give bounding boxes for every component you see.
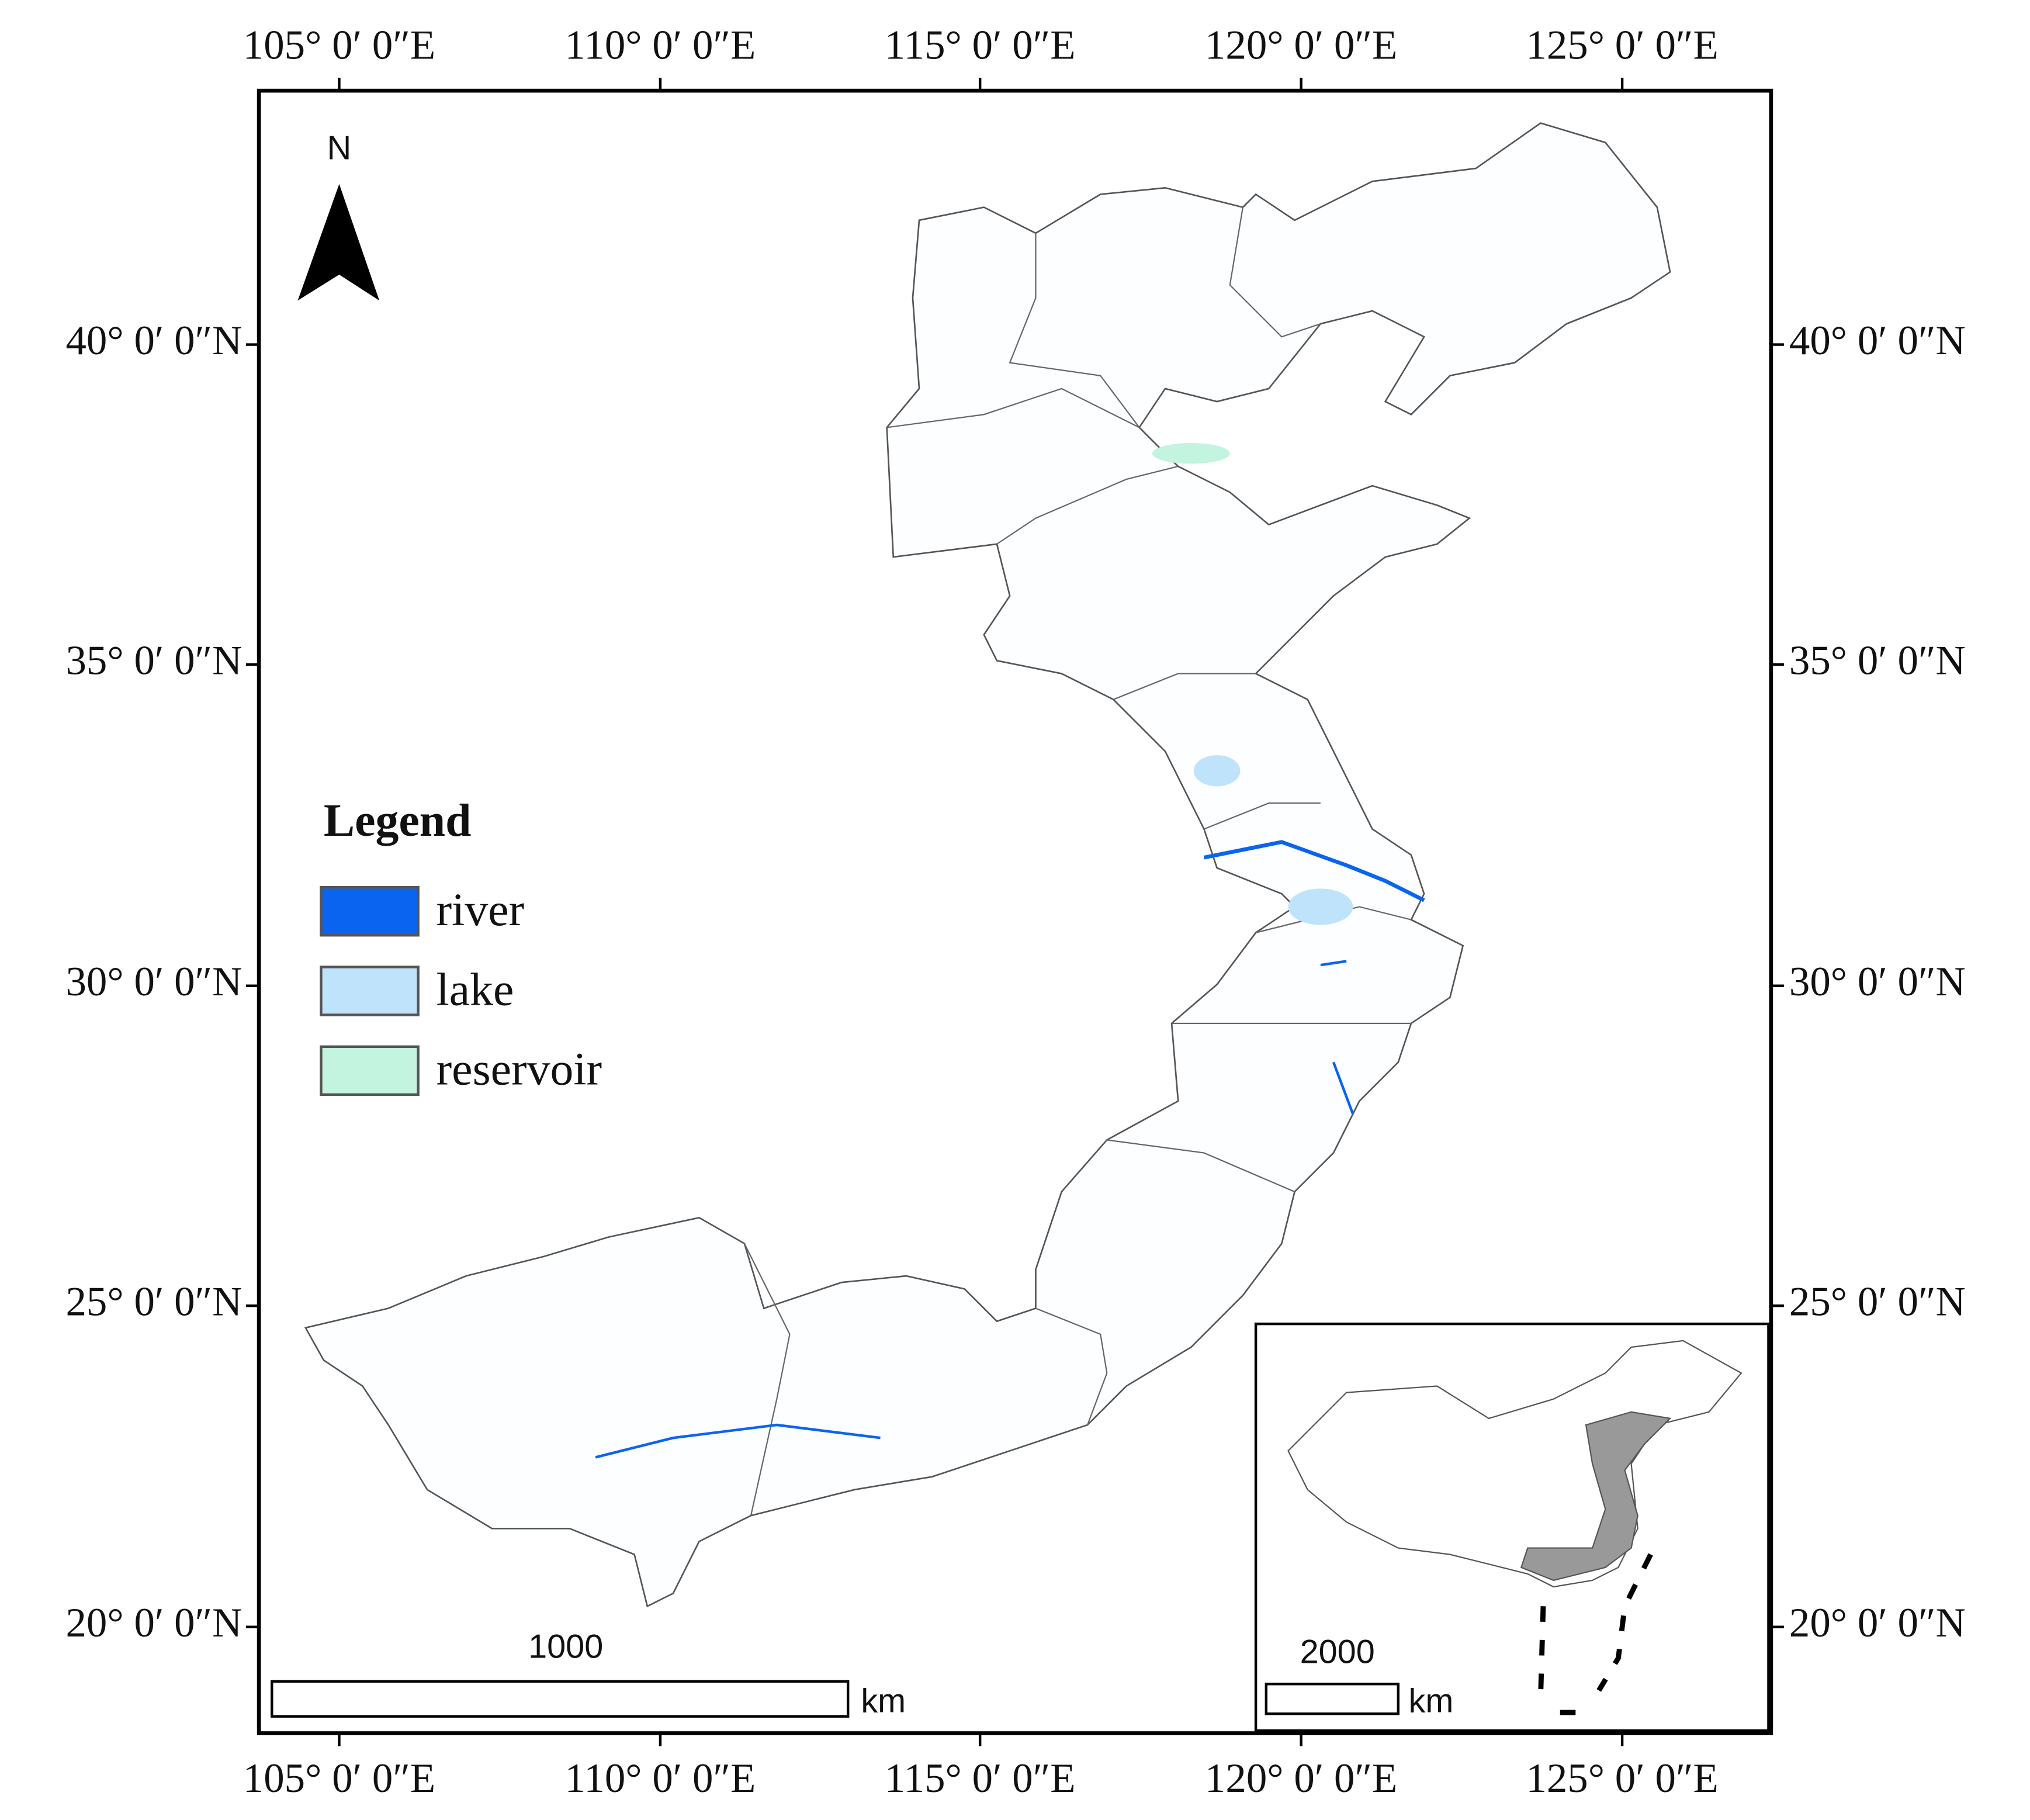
inset-scale-unit: km (1409, 1683, 1454, 1720)
inset-study-area (1520, 1411, 1672, 1582)
scale-bar (271, 1680, 850, 1718)
lake (1288, 888, 1353, 925)
lat-label: 25° 0′ 0″N (65, 1279, 242, 1324)
lon-label: 105° 0′ 0″E (243, 22, 435, 68)
lat-label: 35° 0′ 0″N (1789, 638, 1966, 683)
region-outline (304, 122, 1671, 1608)
lon-label: 125° 0′ 0″E (1526, 1756, 1718, 1801)
legend-swatch (320, 966, 420, 1016)
lon-label: 110° 0′ 0″E (565, 22, 756, 68)
legend-label: reservoir (437, 1044, 602, 1095)
legend-swatch (320, 1045, 420, 1096)
reservoir (1152, 442, 1230, 464)
lon-label: 105° 0′ 0″E (243, 1756, 435, 1801)
province-borders (743, 207, 1412, 1516)
lat-label: 40° 0′ 0″N (1789, 318, 1966, 364)
lat-label: 30° 0′ 0″N (65, 959, 242, 1005)
north-label: N (327, 129, 352, 167)
scale-unit: km (861, 1683, 906, 1720)
scale-distance: 1000 (528, 1628, 603, 1666)
lon-label: 110° 0′ 0″E (565, 1756, 756, 1801)
legend: river lake reservoir (320, 884, 602, 1096)
lat-label: 35° 0′ 0″N (65, 638, 242, 683)
lat-label: 40° 0′ 0″N (65, 318, 242, 364)
lon-label: 115° 0′ 0″E (885, 1756, 1076, 1801)
inset-scale-bar (1265, 1683, 1400, 1715)
lon-label: 125° 0′ 0″E (1526, 22, 1718, 68)
lat-label: 25° 0′ 0″N (1789, 1279, 1966, 1324)
lat-label: 20° 0′ 0″N (1789, 1600, 1966, 1646)
lon-label: 115° 0′ 0″E (885, 22, 1076, 68)
lake (1193, 755, 1241, 787)
river (1203, 840, 1425, 902)
lon-label: 120° 0′ 0″E (1205, 1756, 1397, 1801)
river (595, 960, 1355, 1459)
lat-label: 30° 0′ 0″N (1789, 959, 1966, 1005)
inset-boundary (1538, 1553, 1653, 1715)
graticule: 105° 0′ 0″E 105° 0′ 0″E 110° 0′ 0″E 110° 0′… (65, 22, 1965, 1801)
lon-label: 120° 0′ 0″E (1205, 22, 1397, 68)
lat-label: 20° 0′ 0″N (65, 1600, 242, 1646)
legend-label: lake (437, 964, 514, 1015)
north-arrow (297, 184, 380, 301)
inset-scale-distance: 2000 (1300, 1634, 1375, 1671)
legend-label: river (437, 884, 525, 936)
legend-title: Legend (324, 795, 472, 846)
legend-swatch (320, 885, 420, 937)
